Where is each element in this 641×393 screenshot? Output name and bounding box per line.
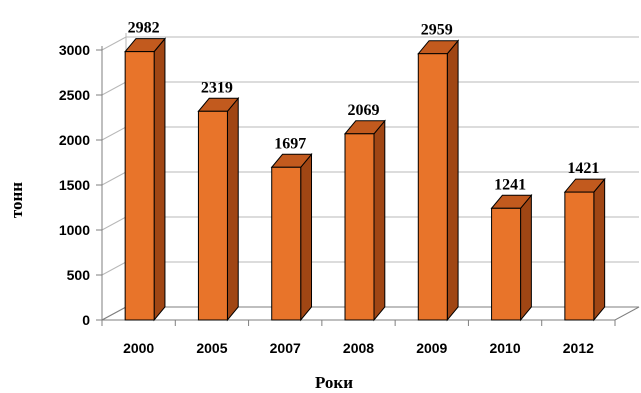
bar-2008: 2069 [343,102,386,322]
bar-side [153,37,166,322]
bar-2007: 1697 [270,135,313,322]
chart-bars: 2982 2319 1697 2069 2959 1241 1421 [124,20,606,322]
grid-line-depth [101,171,127,186]
bar-2000: 2982 [124,20,167,322]
bar-side [300,152,313,322]
x-axis: 2000 2005 2007 2008 2009 2010 2012 [101,320,616,356]
bar-side [226,96,239,322]
x-tick-label: 2005 [196,340,227,356]
bar-front [344,133,375,321]
y-axis-title: тонн [7,182,26,218]
bar-front [271,166,302,321]
data-label: 1421 [567,160,599,177]
data-label: 1241 [494,176,526,193]
grid-line-depth [101,261,127,276]
data-label: 2959 [421,22,453,39]
x-tick-label: 2000 [123,340,154,356]
y-tick-label: 2500 [59,87,90,103]
bar-2009: 2959 [417,22,460,322]
y-tick-label: 0 [82,312,90,328]
y-tick-label: 1000 [59,222,90,238]
x-axis-title: Роки [315,373,353,392]
bar-2010: 1241 [490,176,533,322]
bar-2005: 2319 [197,79,240,322]
grid-line-depth [101,216,127,231]
data-label: 1697 [274,135,306,152]
bar-2012: 1421 [563,160,606,322]
y-tick-label: 3000 [59,42,90,58]
x-tick-label: 2009 [416,340,447,356]
x-tick-label: 2007 [270,340,301,356]
bar-side [593,177,606,322]
bar-side [520,193,532,322]
bar-side [446,39,459,322]
bar-side [373,119,386,322]
bar-front [491,207,522,321]
grid-line-depth [101,81,127,96]
x-tick-label: 2010 [489,340,520,356]
y-tick-label: 500 [67,267,91,283]
data-label: 2982 [128,20,160,37]
bar-front [197,110,228,321]
y-tick-label: 1500 [59,177,90,193]
grid-line-depth [101,36,127,51]
data-label: 2319 [201,79,233,96]
y-axis: 0 500 1000 1500 2000 2500 3000 [59,42,103,328]
y-tick-label: 2000 [59,132,90,148]
bar-front [417,53,448,321]
x-tick-label: 2008 [343,340,374,356]
bar-front [564,191,595,321]
data-label: 2069 [348,102,380,119]
bar-front [124,51,155,321]
grid-line-depth [101,126,127,141]
x-tick-label: 2012 [563,340,594,356]
